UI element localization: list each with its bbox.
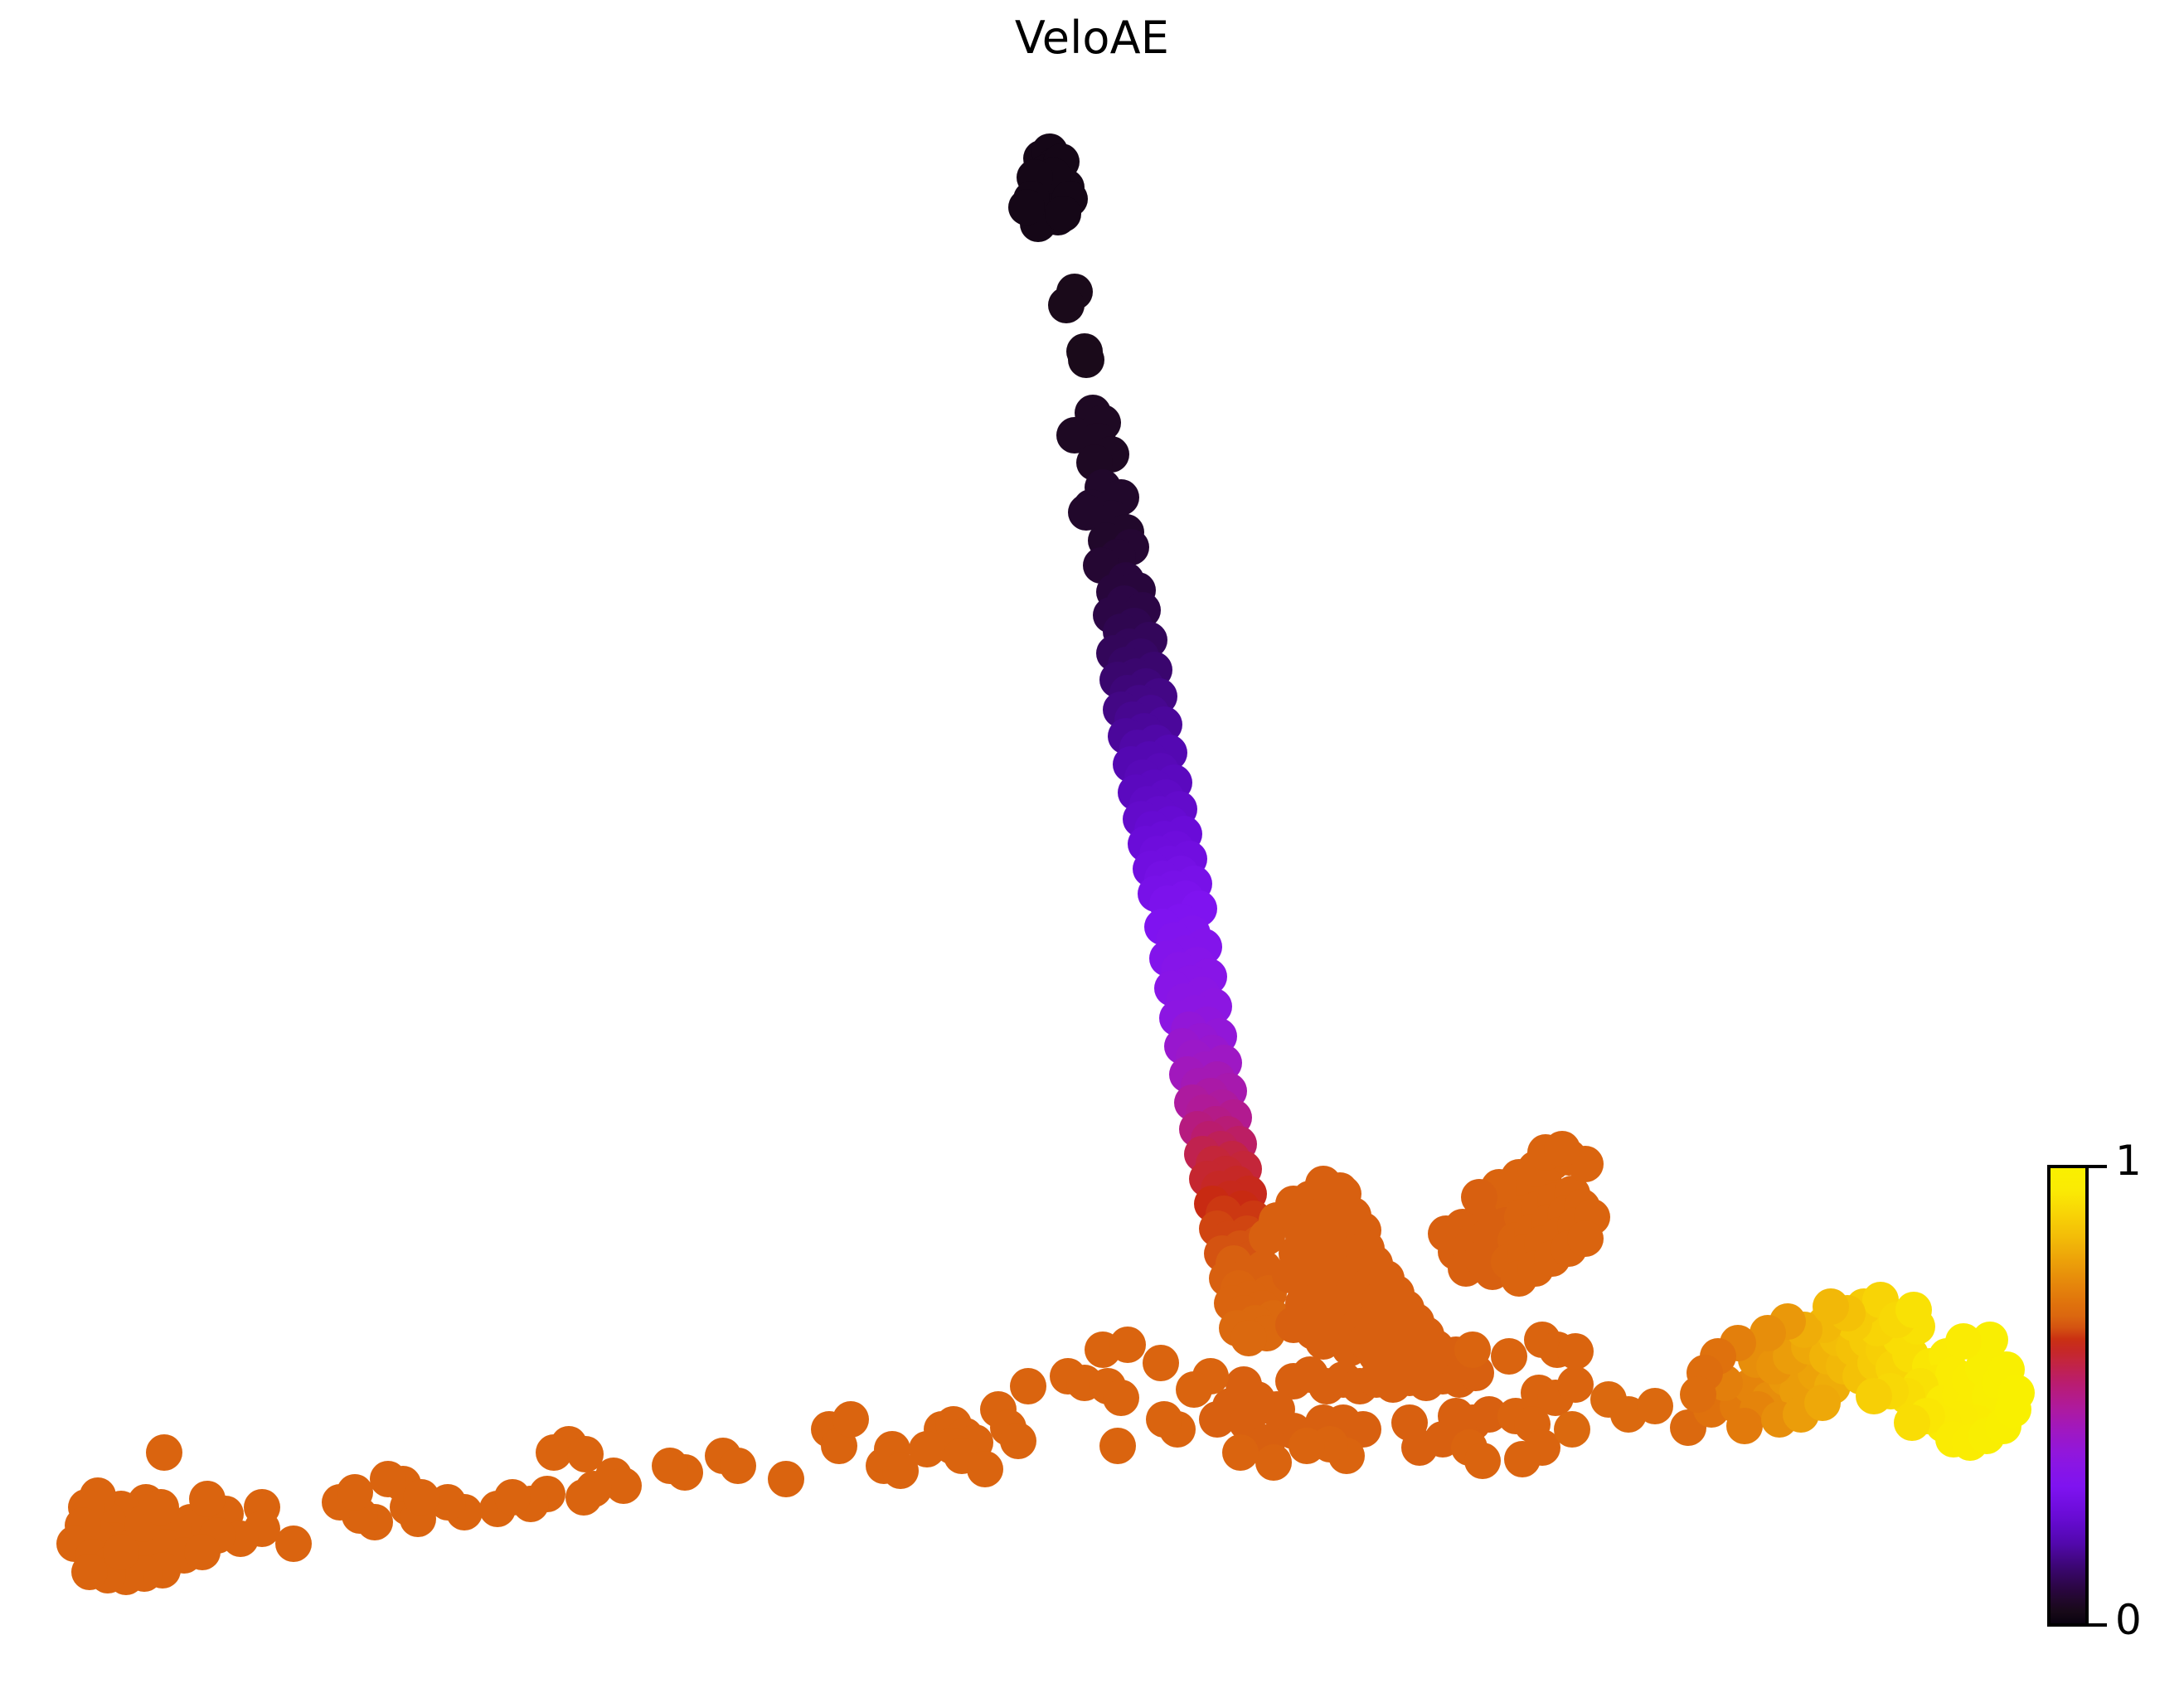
scatter-point [1461,1179,1497,1215]
scatter-point [184,1534,221,1570]
scatter-point [536,1434,572,1471]
scatter-point [1045,196,1081,232]
scatter-point [1945,1323,1982,1360]
scatter-point [967,1451,1003,1487]
scatter-point [1804,1385,1841,1421]
page-title: VeloAE [1014,12,1170,64]
scatter-point [1255,1444,1292,1481]
scatter-point [652,1448,688,1484]
scatter-point [1680,1376,1716,1413]
scatter-point [403,1479,439,1516]
scatter-point [1048,287,1085,323]
latent-time-colorbar[interactable]: 1 0 [2047,1140,2184,1641]
scatter-point [1099,1428,1136,1464]
scatter-point [1464,1443,1501,1479]
scatter-point [1068,342,1104,378]
scatter-point [1544,1131,1580,1167]
scatter-point [1637,1388,1673,1424]
scatter-point [1222,1434,1259,1471]
scatter-point [1726,1408,1763,1444]
scatter-point [1068,494,1104,531]
colorbar-tick-min [2089,1623,2107,1627]
scatter-point [768,1461,804,1497]
scatter-point [1401,1429,1438,1466]
scatter-point [1143,1345,1179,1381]
scatter-point [1504,1441,1541,1477]
scatter-point [1895,1292,1932,1328]
scatter-point [1010,1368,1046,1404]
scatter-point [1554,1411,1590,1448]
scatter-point [1813,1288,1849,1325]
scatter-point [567,1436,604,1472]
scatter-point [1557,1333,1594,1370]
scatter-point [1230,1320,1267,1356]
colorbar-gradient [2047,1165,2089,1627]
colorbar-tick-max [2089,1165,2107,1168]
scatter-point [189,1481,226,1517]
scatter-point [1008,189,1045,226]
scatter-point [720,1448,756,1484]
scatter-point [494,1479,531,1516]
scatter-point [1146,1401,1182,1438]
scatter-point [565,1479,602,1516]
scatter-point [337,1474,373,1511]
scatter-point [1109,1327,1146,1363]
scatter-point [1998,1375,2035,1411]
scatter-point [1557,1366,1594,1403]
colorbar-label-min: 0 [2115,1596,2142,1644]
scatter-point [1856,1378,1892,1414]
scatter-point [1305,1166,1342,1202]
scatter-point [1454,1331,1491,1368]
scatter-point [275,1526,312,1562]
colorbar-label-max: 1 [2115,1137,2142,1185]
scatter-point [832,1401,869,1438]
scatter-point [1249,1219,1285,1255]
scatter-point [1567,1220,1604,1257]
scatter-point [882,1453,919,1489]
scatter-point [146,1434,182,1471]
scatter-point [370,1461,406,1497]
scatter-point [71,1554,108,1590]
scatter-point [1289,1428,1325,1464]
scatter-point [1894,1404,1930,1441]
scatter-point [1491,1338,1527,1375]
scatter-point [143,1489,179,1526]
scatter-point [1176,1371,1212,1408]
scatter-point [1000,1423,1036,1459]
scatter-point [1103,1380,1139,1416]
